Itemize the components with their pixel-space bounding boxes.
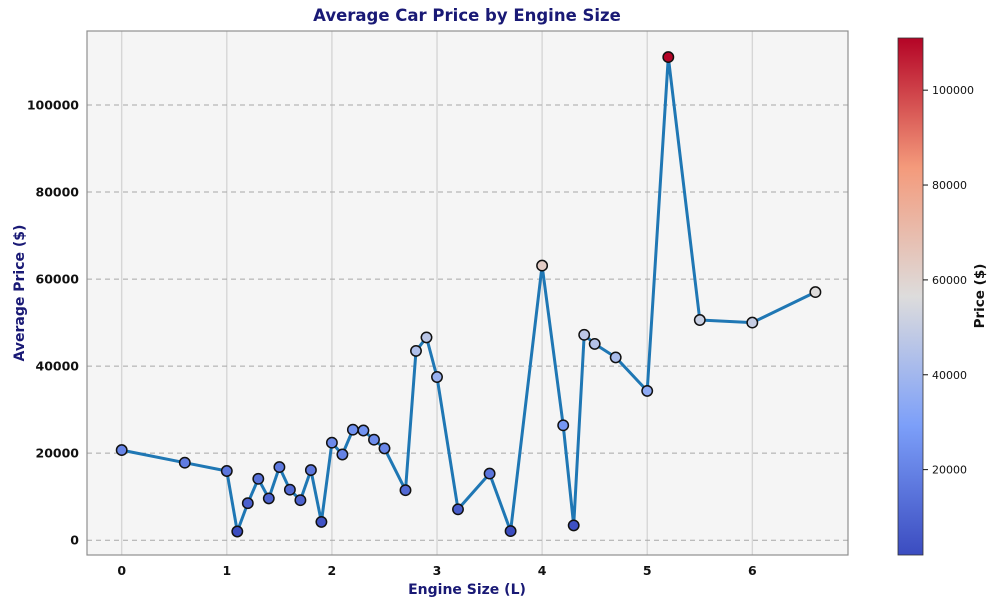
y-tick-label: 0: [70, 533, 79, 548]
data-point: [262, 492, 275, 505]
data-point: [304, 464, 317, 477]
data-point: [578, 328, 591, 341]
data-point: [357, 424, 370, 437]
data-point: [273, 461, 286, 474]
y-tick-label: 40000: [36, 359, 80, 374]
data-point: [609, 351, 622, 364]
data-point: [325, 436, 338, 449]
x-tick-label: 5: [643, 563, 652, 578]
x-tick-label: 6: [748, 563, 757, 578]
data-point: [315, 515, 328, 528]
data-point: [452, 503, 464, 516]
plot-background: [87, 31, 848, 555]
data-point: [410, 344, 422, 357]
x-tick-label: 0: [117, 563, 126, 578]
colorbar-tick-label: 100000: [932, 84, 974, 97]
data-point: [178, 456, 191, 469]
data-point: [115, 444, 128, 457]
data-point: [557, 419, 570, 432]
data-point: [220, 465, 233, 477]
data-point: [399, 484, 412, 497]
data-point: [252, 472, 265, 485]
data-point: [378, 442, 391, 455]
data-point: [483, 467, 496, 480]
data-point: [420, 331, 433, 344]
data-point: [536, 259, 549, 272]
data-point: [693, 314, 706, 326]
colorbar-label: Price ($): [972, 264, 988, 329]
plot-area: 0 1 2 3 4 5 6 0 20000 40000 60000 80000 100000: [27, 30, 849, 578]
data-point: [662, 51, 675, 64]
plot-border: [86, 30, 849, 556]
data-point: [431, 371, 443, 383]
y-tick-label: 20000: [36, 446, 80, 461]
x-tick-label: 3: [433, 563, 442, 578]
colorbar-tick-label: 60000: [932, 274, 967, 287]
y-tick-label: 80000: [36, 185, 80, 200]
data-point: [504, 525, 517, 538]
y-axis-label: Average Price ($): [12, 225, 28, 362]
data-point: [641, 384, 654, 397]
colorbar-tick-label: 40000: [932, 369, 967, 382]
data-point: [283, 483, 296, 496]
data-point: [368, 433, 380, 446]
data-point: [231, 525, 244, 538]
y-tick-label: 100000: [27, 97, 79, 112]
data-point: [241, 497, 254, 510]
colorbar-gradient: [897, 37, 924, 556]
colorbar-tick-label: 20000: [932, 464, 967, 477]
x-tick-label: 1: [222, 563, 231, 578]
chart-title: Average Car Price by Engine Size: [313, 6, 621, 25]
data-point: [567, 519, 580, 532]
x-axis-label: Engine Size (L): [408, 582, 526, 598]
colorbar-tick-label: 80000: [932, 179, 967, 192]
data-point: [336, 448, 349, 461]
data-point: [294, 494, 307, 507]
data-point: [588, 337, 601, 350]
colorbar: 20000 40000 60000 80000 100000: [897, 37, 974, 556]
data-point: [346, 423, 359, 436]
data-point: [809, 286, 822, 299]
x-tick-label: 2: [328, 563, 337, 578]
y-tick-label: 60000: [36, 272, 80, 287]
data-point: [746, 316, 759, 329]
x-tick-label: 4: [538, 563, 547, 578]
